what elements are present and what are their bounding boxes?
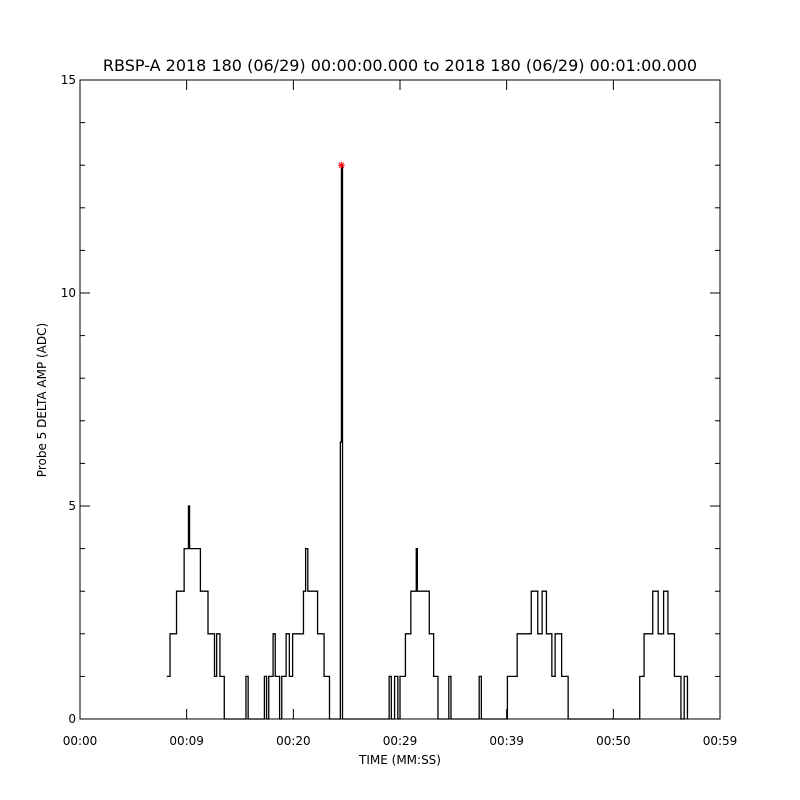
peak-marker-stroke — [338, 162, 345, 169]
chart-title: RBSP-A 2018 180 (06/29) 00:00:00.000 to … — [103, 56, 697, 75]
peak-marker — [337, 161, 345, 169]
x-tick-label: 00:00 — [63, 734, 98, 748]
x-tick-label: 00:09 — [169, 734, 204, 748]
x-tick-label: 00:20 — [276, 734, 311, 748]
data-line — [166, 164, 689, 720]
y-tick-label: 15 — [61, 73, 76, 87]
x-axis-label: TIME (MM:SS) — [358, 753, 441, 767]
x-tick-label: 00:50 — [596, 734, 631, 748]
y-tick-label: 5 — [68, 499, 76, 513]
y-tick-label: 10 — [61, 286, 76, 300]
x-tick-label: 00:59 — [703, 734, 738, 748]
y-tick-label: 0 — [68, 712, 76, 726]
x-tick-label: 00:29 — [383, 734, 418, 748]
x-tick-label: 00:39 — [489, 734, 524, 748]
y-axis-label: Probe 5 DELTA AMP (ADC) — [35, 323, 49, 477]
